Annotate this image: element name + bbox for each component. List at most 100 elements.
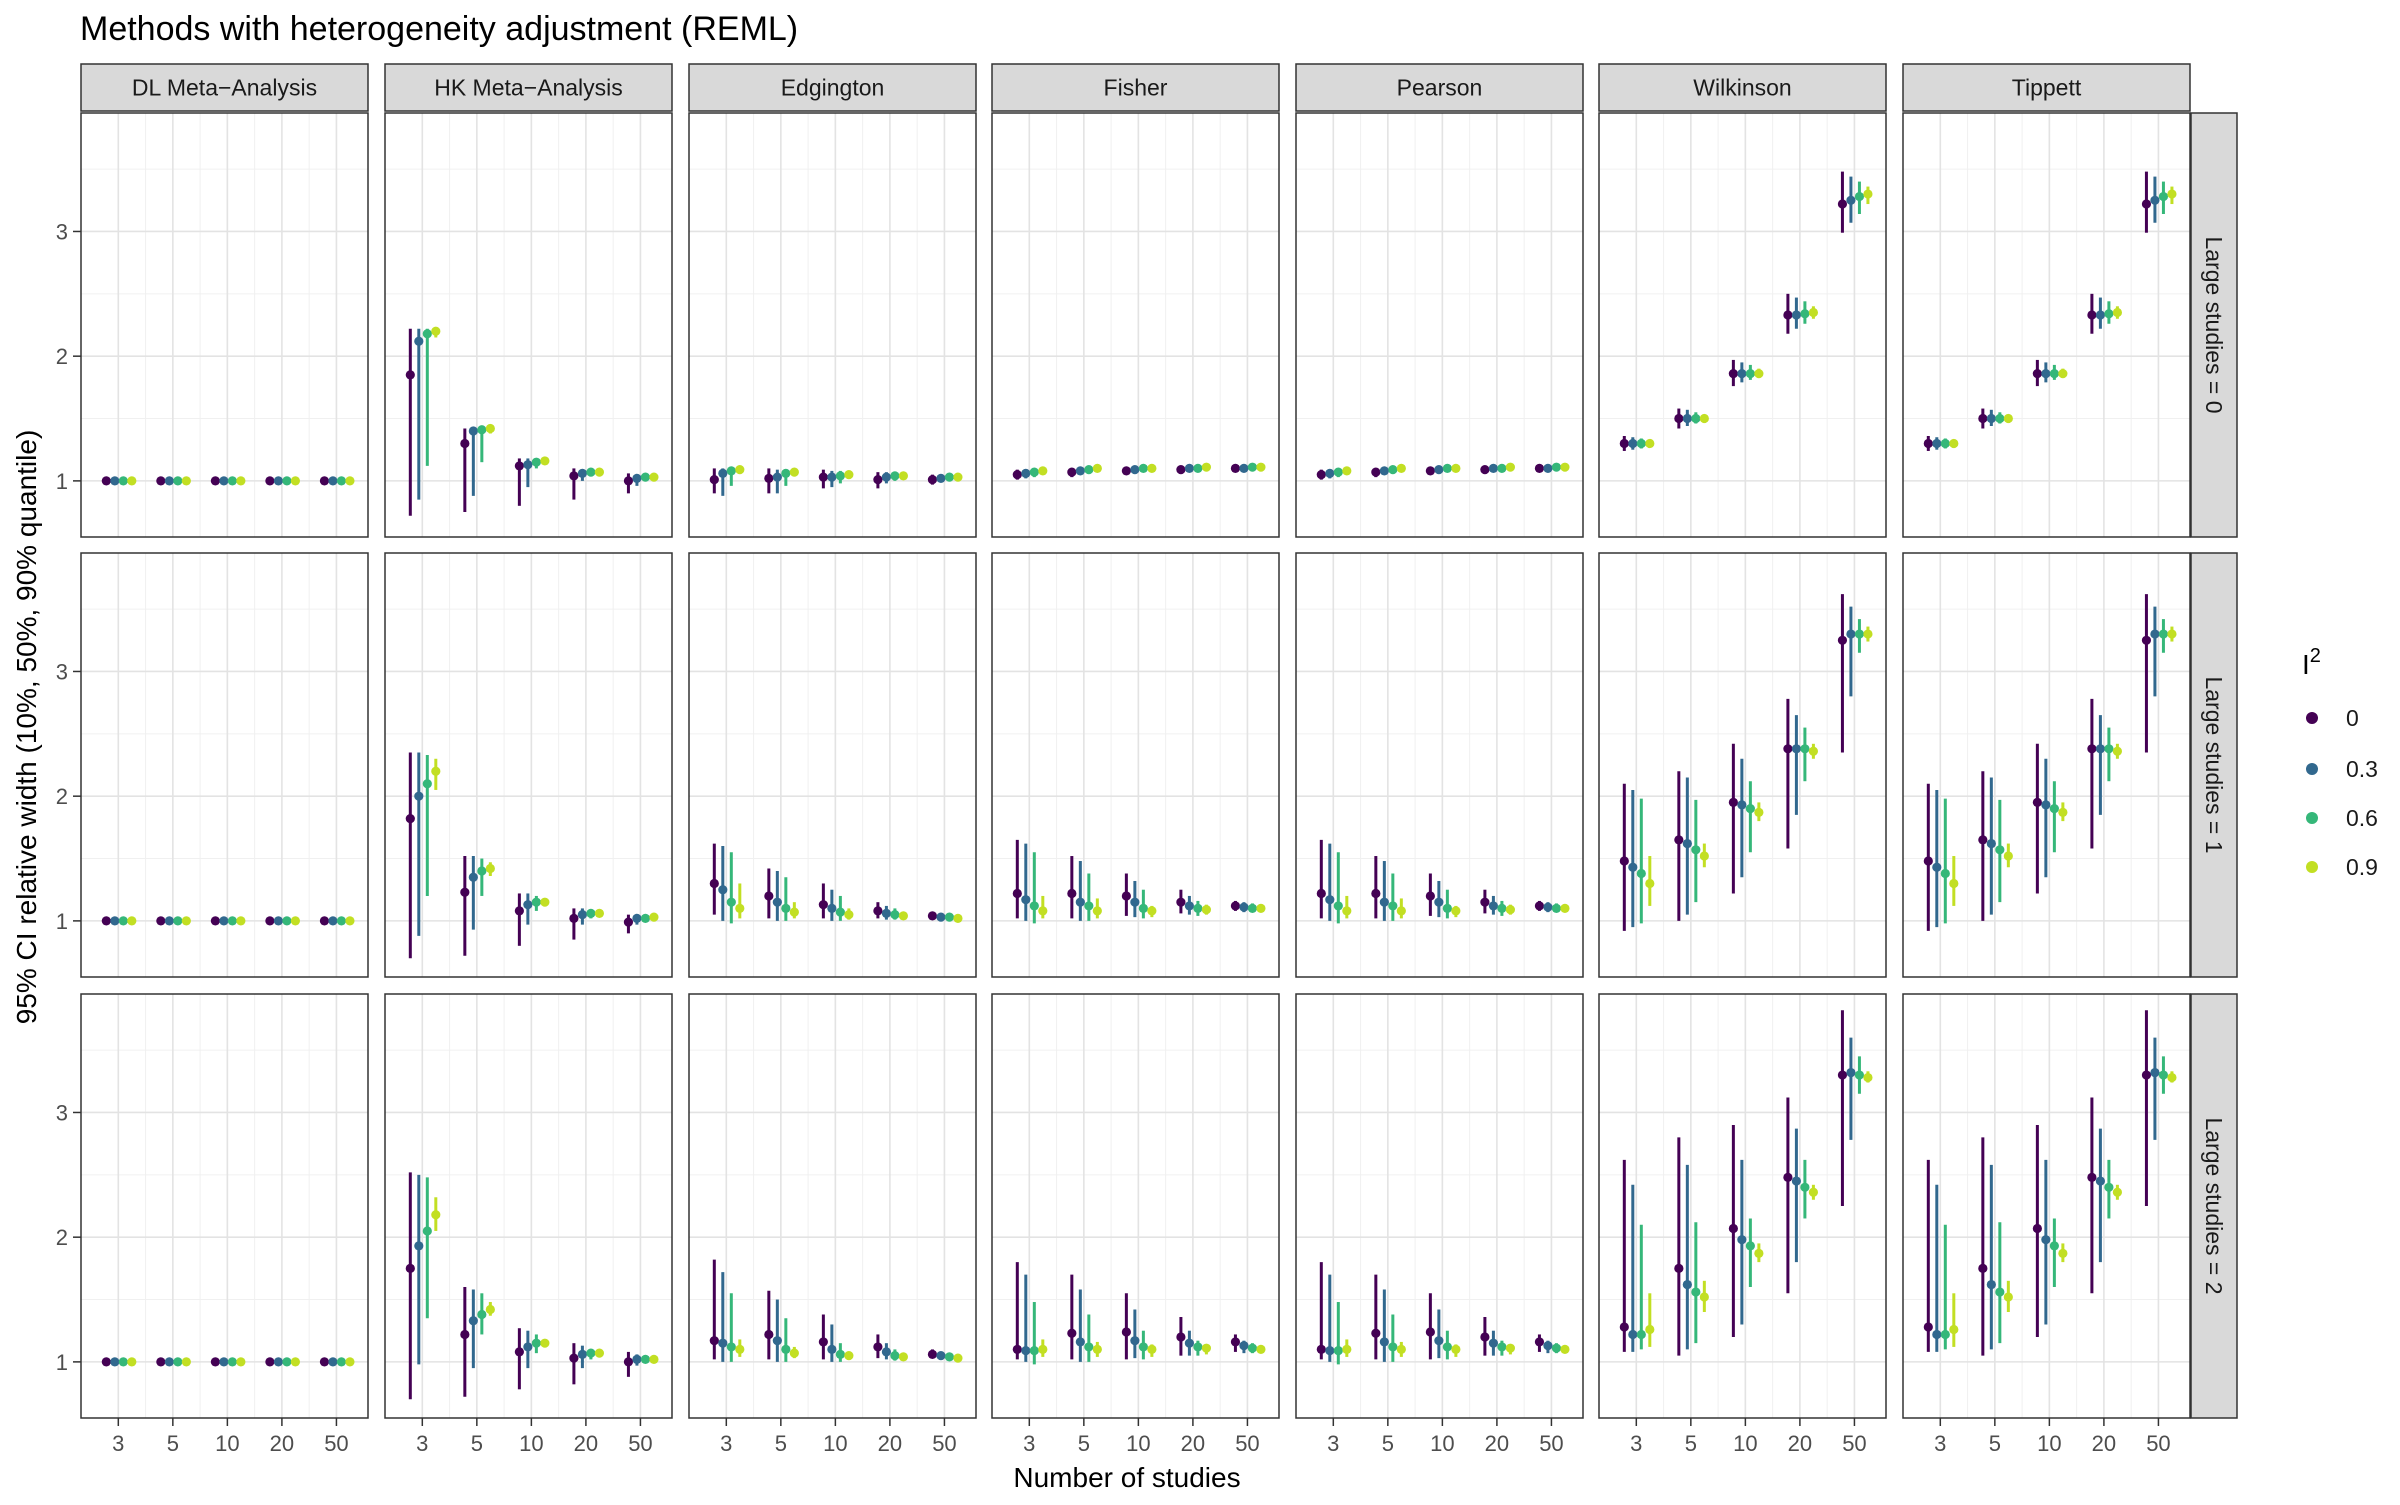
median-point [1628,862,1638,872]
median-point [540,897,550,907]
median-point [709,475,719,485]
median-point [936,912,946,922]
median-point [1497,903,1507,914]
x-tick-label: 5 [1078,1431,1090,1456]
median-point [1837,635,1848,645]
panel-border [991,552,1280,978]
median-point [1619,438,1629,449]
median-point [2158,1070,2169,1080]
legend-key [2306,712,2318,724]
x-tick-label: 20 [1788,1431,1812,1456]
x-tick-label: 50 [628,1431,652,1456]
panel-background [81,113,368,537]
median-point [623,917,634,927]
median-point [1067,888,1077,899]
median-point [273,476,283,486]
median-point [1628,1329,1638,1340]
median-point [1986,838,1996,849]
median-point [477,866,487,876]
row-strip-2: Large studies = 1 [2190,552,2238,978]
median-point [1333,467,1343,477]
median-point [586,467,596,477]
median-point [1691,413,1701,424]
median-point [844,910,854,920]
y-tick-label: 3 [56,659,68,684]
median-point [2058,807,2068,817]
median-point [927,911,938,921]
median-point [1121,466,1131,476]
column-strip-background [991,63,1280,112]
median-point [936,1351,946,1361]
median-point [336,916,347,926]
median-point [236,476,246,486]
median-point [649,1354,659,1364]
median-point [1682,413,1692,424]
median-point [818,900,828,910]
median-point [328,476,338,486]
median-point [227,476,237,486]
median-point [1932,862,1942,872]
median-point [577,910,588,920]
median-point [1316,470,1326,480]
median-point [531,1338,541,1348]
median-point [2141,1070,2152,1080]
panel-tippett-row-3 [1902,993,2191,1419]
median-point [485,1304,495,1315]
median-point [1038,466,1048,476]
median-point [1534,463,1545,474]
median-point [1333,1346,1343,1356]
median-point [328,1357,338,1367]
median-point [2112,307,2122,318]
median-point [623,476,634,486]
median-point [726,466,736,476]
median-point [236,916,246,926]
legend-label: 0.9 [2346,854,2378,880]
median-point [726,897,736,907]
median-point [2095,1176,2105,1186]
median-point [468,1316,478,1326]
median-point [1121,1327,1131,1337]
median-point [1808,1187,1818,1197]
median-point [1505,1343,1515,1353]
median-point [1247,1343,1258,1353]
median-point [2003,851,2013,861]
median-point [1783,744,1793,754]
panel-background [81,553,368,977]
median-point [1699,1292,1709,1302]
median-point [1737,1235,1747,1245]
median-point [2087,310,2097,320]
median-point [1316,1344,1326,1355]
panel-fisher-row-3 [991,993,1280,1419]
median-point [1451,463,1461,474]
median-point [640,1354,651,1364]
median-point [1674,835,1684,845]
median-point [1745,804,1755,814]
median-point [1923,856,1933,866]
x-tick-label: 20 [270,1431,294,1456]
median-point [1986,413,1996,424]
median-point [1783,310,1793,320]
median-point [1075,466,1085,476]
median-point [835,1349,845,1359]
median-point [789,1348,799,1358]
median-point [1645,438,1655,449]
legend-label: 0 [2346,705,2359,731]
median-point [173,1357,183,1367]
x-tick-label: 50 [932,1431,956,1456]
median-point [1800,309,1810,319]
median-point [632,1354,642,1364]
median-point [873,1342,883,1352]
median-point [1863,1072,1873,1083]
median-point [594,467,605,477]
median-point [594,1348,605,1358]
column-strip-label: Wilkinson [1693,75,1791,101]
x-tick-label: 50 [1235,1431,1259,1456]
median-point [1425,891,1435,901]
median-point [1560,462,1570,472]
y-tick-label: 3 [56,1100,68,1125]
median-point [1075,1337,1085,1347]
median-point [1138,463,1148,474]
median-point [319,476,330,486]
median-point [336,1357,347,1367]
median-point [1442,1342,1452,1352]
